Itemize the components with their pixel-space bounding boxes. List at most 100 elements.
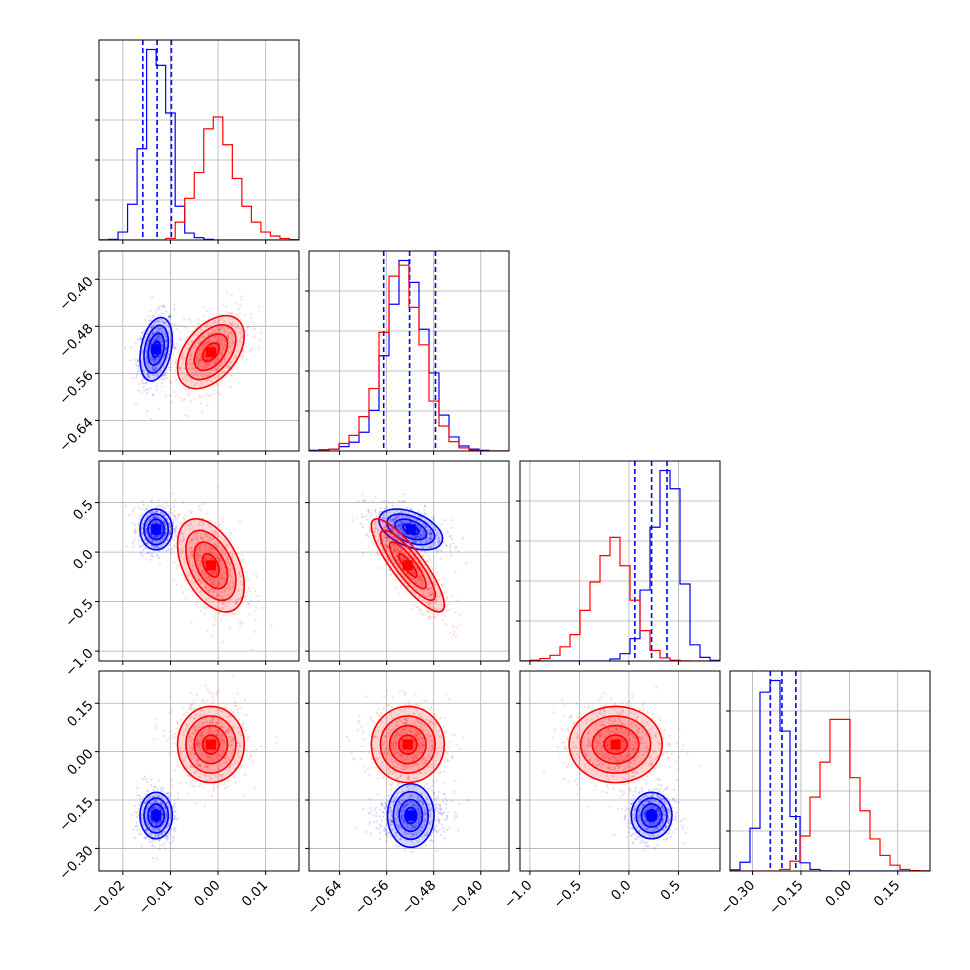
scatter-point bbox=[427, 555, 430, 558]
scatter-point bbox=[165, 814, 168, 818]
scatter-point bbox=[150, 808, 153, 811]
scatter-point bbox=[399, 523, 402, 526]
scatter-point bbox=[251, 760, 255, 763]
scatter-point bbox=[197, 764, 200, 768]
scatter-point bbox=[239, 304, 242, 307]
scatter-point bbox=[246, 358, 249, 361]
scatter-point bbox=[240, 554, 243, 557]
scatter-point bbox=[157, 821, 160, 824]
scatter-point bbox=[233, 602, 236, 605]
scatter-point bbox=[451, 542, 454, 545]
scatter-point bbox=[198, 396, 202, 399]
scatter-point bbox=[161, 537, 164, 540]
scatter-point bbox=[232, 345, 235, 348]
scatter-point bbox=[148, 518, 151, 521]
scatter-point bbox=[151, 368, 154, 371]
scatter-point bbox=[395, 531, 398, 534]
scatter-point bbox=[155, 833, 158, 836]
scatter-point bbox=[164, 847, 167, 850]
scatter-point bbox=[156, 823, 159, 826]
scatter-point bbox=[401, 530, 404, 534]
scatter-point bbox=[140, 332, 144, 335]
scatter-point bbox=[376, 528, 379, 531]
scatter-point bbox=[161, 344, 164, 347]
scatter-point bbox=[374, 509, 377, 512]
scatter-point bbox=[149, 825, 152, 829]
scatter-point bbox=[163, 507, 166, 510]
scatter-point bbox=[399, 523, 402, 527]
scatter-point bbox=[195, 356, 198, 360]
scatter-point bbox=[165, 340, 168, 344]
scatter-point bbox=[152, 827, 155, 830]
scatter-point bbox=[425, 587, 428, 591]
scatter-point bbox=[151, 516, 154, 519]
scatter-point bbox=[196, 553, 199, 556]
scatter-point bbox=[233, 762, 236, 765]
scatter-point bbox=[156, 505, 159, 508]
scatter-point bbox=[238, 719, 241, 722]
scatter-point bbox=[179, 367, 182, 370]
scatter-point bbox=[173, 516, 176, 519]
scatter-point bbox=[152, 535, 155, 539]
scatter-point bbox=[210, 551, 213, 554]
scatter-point bbox=[163, 354, 166, 357]
scatter-point bbox=[214, 543, 217, 546]
scatter-point bbox=[213, 543, 216, 546]
scatter-point bbox=[431, 533, 434, 536]
scatter-point bbox=[152, 374, 155, 377]
scatter-point bbox=[430, 586, 433, 589]
scatter-point bbox=[210, 557, 213, 561]
scatter-point bbox=[231, 578, 234, 582]
scatter-point bbox=[158, 356, 161, 359]
scatter-point bbox=[203, 561, 206, 564]
scatter-point bbox=[393, 549, 396, 552]
scatter-point bbox=[166, 520, 169, 523]
scatter-point bbox=[139, 797, 142, 800]
scatter-point bbox=[162, 825, 165, 828]
scatter-point bbox=[385, 513, 388, 516]
scatter-point bbox=[197, 373, 200, 376]
scatter-point bbox=[131, 541, 134, 544]
contour-line-red bbox=[185, 324, 237, 381]
scatter-point bbox=[440, 583, 444, 586]
scatter-point bbox=[159, 521, 162, 524]
scatter-point bbox=[186, 362, 189, 365]
scatter-point bbox=[447, 603, 450, 606]
scatter-point bbox=[225, 291, 228, 294]
scatter-point bbox=[155, 794, 158, 797]
scatter-point bbox=[405, 591, 408, 594]
scatter-point bbox=[223, 787, 227, 790]
scatter-point bbox=[149, 518, 152, 521]
scatter-point bbox=[237, 325, 240, 328]
scatter-point bbox=[204, 765, 207, 769]
scatter-point bbox=[140, 508, 144, 511]
scatter-point bbox=[184, 413, 187, 417]
scatter-point bbox=[132, 510, 135, 513]
scatter-point bbox=[142, 330, 145, 333]
scatter-point bbox=[238, 572, 241, 575]
scatter-point bbox=[220, 326, 224, 329]
scatter-point bbox=[253, 590, 257, 593]
scatter-point bbox=[390, 520, 393, 524]
scatter-point bbox=[151, 539, 154, 542]
scatter-point bbox=[419, 578, 422, 581]
scatter-point bbox=[153, 361, 156, 364]
scatter-point bbox=[192, 784, 195, 788]
scatter-point bbox=[157, 357, 160, 361]
scatter-point bbox=[219, 714, 222, 718]
scatter-point bbox=[161, 338, 164, 342]
scatter-point bbox=[154, 366, 157, 369]
scatter-point bbox=[396, 539, 399, 542]
scatter-point bbox=[213, 389, 216, 392]
scatter-point bbox=[148, 355, 151, 358]
scatter-point bbox=[392, 536, 396, 539]
scatter-point bbox=[215, 339, 218, 342]
scatter-point bbox=[237, 731, 241, 734]
scatter-point bbox=[397, 550, 400, 553]
scatter-point bbox=[157, 556, 160, 560]
scatter-point bbox=[418, 533, 421, 536]
scatter-point bbox=[389, 514, 393, 517]
scatter-point bbox=[206, 535, 209, 538]
scatter-point bbox=[235, 601, 238, 604]
scatter-point bbox=[223, 358, 226, 361]
